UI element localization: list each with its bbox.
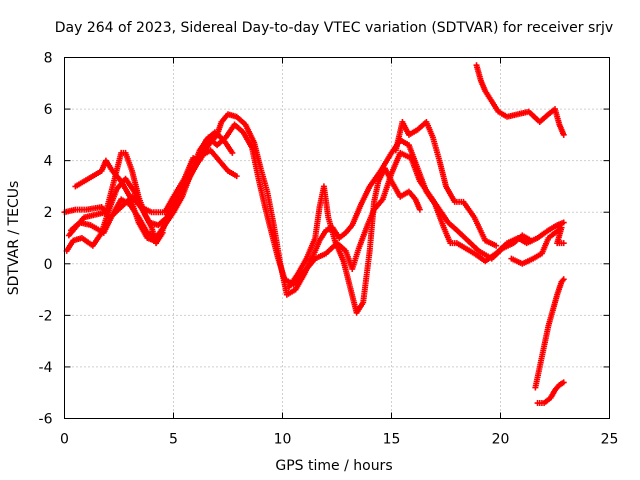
y-tick-label: 6 [44,102,53,118]
data-point [229,149,236,156]
series-track-7 [392,118,500,249]
data-layer [61,62,567,407]
series-track-8 [473,62,567,138]
y-tick-label: -2 [39,308,53,324]
x-tick-label: 25 [601,432,619,448]
x-tick-label: 15 [383,432,401,448]
data-point [159,229,166,236]
y-tick-label: 4 [44,154,53,170]
x-tick-label: 5 [169,432,178,448]
series-track-11 [534,379,567,407]
grid-layer [64,57,610,419]
data-point [560,276,567,283]
series-track-10 [532,276,567,391]
chart-title: Day 264 of 2023, Sidereal Day-to-day VTE… [55,20,613,36]
data-point [560,131,567,138]
y-tick-label: 2 [44,205,53,221]
data-point [560,219,567,226]
series-track-6 [286,165,423,316]
x-tick-label: 0 [60,432,69,448]
x-tick-label: 20 [492,432,510,448]
data-point [416,206,423,213]
y-tick-label: -4 [39,360,53,376]
data-point [560,379,567,386]
data-point [560,240,567,247]
series-track-5 [65,149,166,247]
x-axis-label: GPS time / hours [275,458,392,474]
x-tick-label: 10 [274,432,292,448]
y-tick-label: 8 [44,51,53,67]
data-point [528,237,535,244]
data-point [493,242,500,249]
series-track-9 [508,224,567,267]
y-tick-label: 0 [44,257,53,273]
y-axis-label: SDTVAR / TECUs [6,181,22,296]
plot-frame [64,57,610,419]
y-tick-label: -6 [39,412,53,428]
data-point [233,173,240,180]
